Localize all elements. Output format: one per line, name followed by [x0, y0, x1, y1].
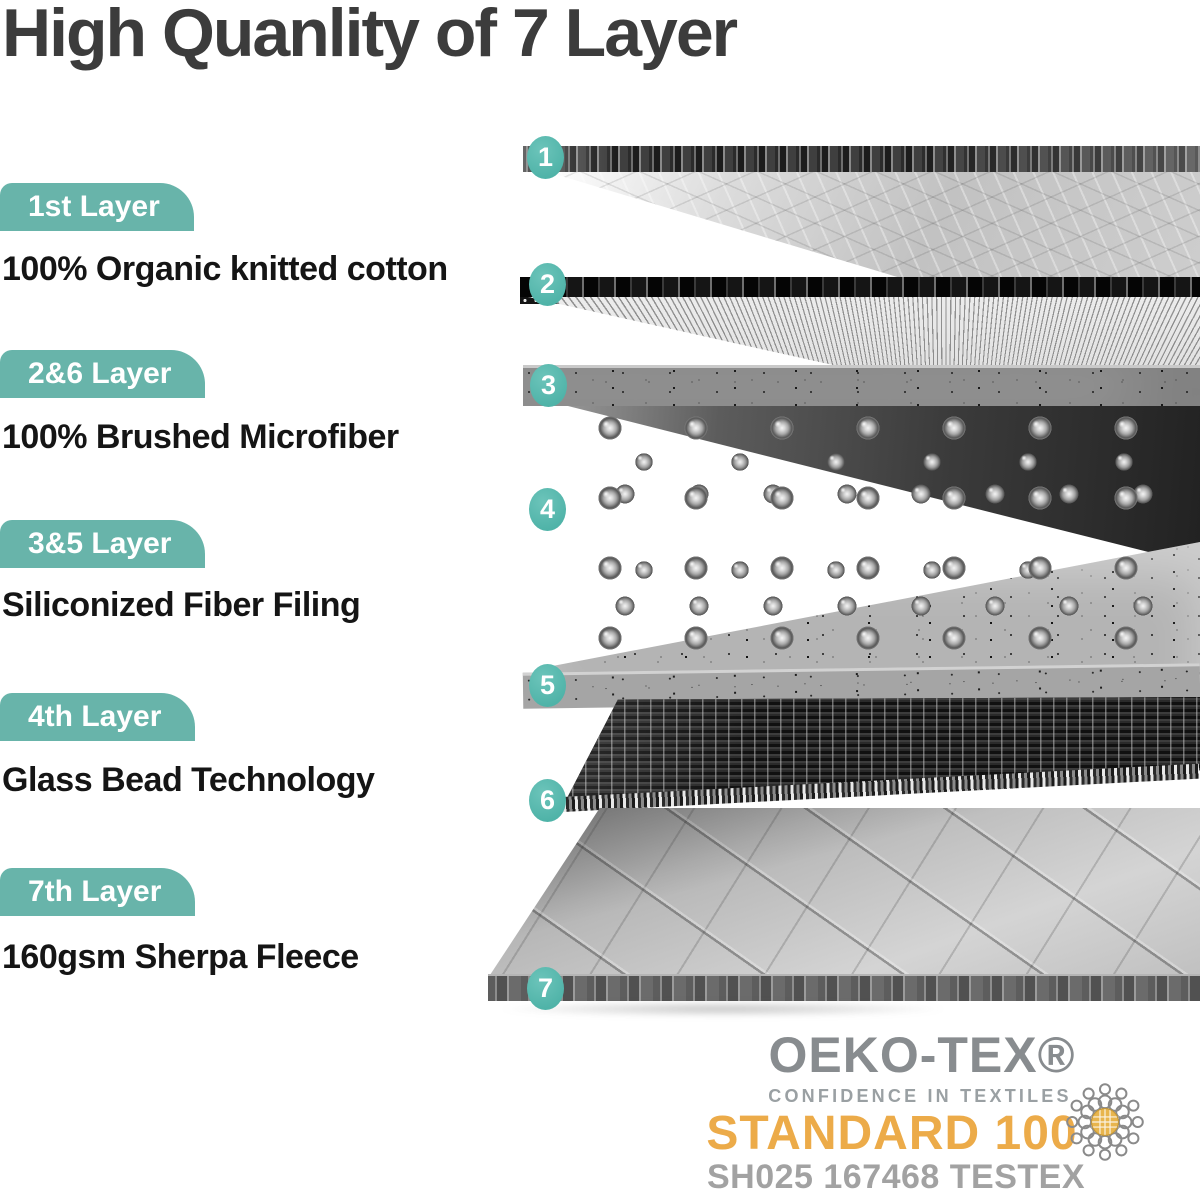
- marker-number: 5: [539, 670, 556, 700]
- marker-number: 1: [537, 142, 554, 172]
- layer3-fiber-slab: [523, 365, 1200, 406]
- globe-grid: [1091, 1108, 1119, 1136]
- layer-marker-6: 6: [529, 779, 566, 822]
- layer7-front-edge: [488, 974, 1200, 1001]
- layer-desc-3-5: Siliconized Fiber Filing: [2, 586, 361, 624]
- oeko-tex-flower-icon: [1066, 1083, 1144, 1161]
- layer-badge-3-5: 3&5 Layer: [0, 520, 206, 568]
- oeko-tex-brand: OEKO-TEX®: [768, 1027, 1076, 1083]
- layer-desc-7: 160gsm Sherpa Fleece: [2, 938, 359, 976]
- oeko-tex-code: SH025 167468 TESTEX: [706, 1158, 1086, 1194]
- marker-number: 6: [539, 785, 556, 815]
- layer-marker-4: 4: [529, 488, 566, 531]
- blanket-drop-shadow: [498, 1001, 948, 1017]
- marker-number: 2: [539, 269, 556, 299]
- marker-number: 4: [539, 494, 556, 524]
- oeko-tex-tagline: CONFIDENCE IN TEXTILES: [768, 1086, 1072, 1106]
- page-title: High Quanlity of 7 Layer: [2, 0, 738, 71]
- layer-badge-2-6: 2&6 Layer: [0, 350, 206, 398]
- layer-marker-1: 1: [527, 136, 564, 179]
- marker-number: 7: [537, 973, 554, 1003]
- layer1-front-edge: [523, 146, 1200, 172]
- layer7-quilted-fleece-texture: [488, 808, 1200, 978]
- layer-desc-2-6: 100% Brushed Microfiber: [2, 418, 399, 456]
- layer2-front-edge: [520, 277, 1200, 304]
- layer-badge-7: 7th Layer: [0, 868, 196, 916]
- layer-desc-1: 100% Organic knitted cotton: [2, 250, 448, 288]
- layer-marker-2: 2: [529, 263, 566, 306]
- outer-loops: [1066, 1083, 1144, 1161]
- oeko-tex-standard: STANDARD 100: [706, 1107, 1078, 1160]
- layer-desc-4: Glass Bead Technology: [2, 761, 375, 799]
- oeko-tex-certification: OEKO-TEX® CONFIDENCE IN TEXTILES STANDAR…: [640, 1022, 1180, 1194]
- layer-marker-3: 3: [530, 364, 567, 407]
- layer-marker-7: 7: [527, 967, 564, 1010]
- layer-badge-1: 1st Layer: [0, 183, 194, 231]
- layer-marker-5: 5: [529, 664, 566, 707]
- layer4-glass-beads: [588, 413, 1200, 665]
- marker-number: 3: [540, 370, 557, 400]
- layer-badge-4: 4th Layer: [0, 693, 196, 741]
